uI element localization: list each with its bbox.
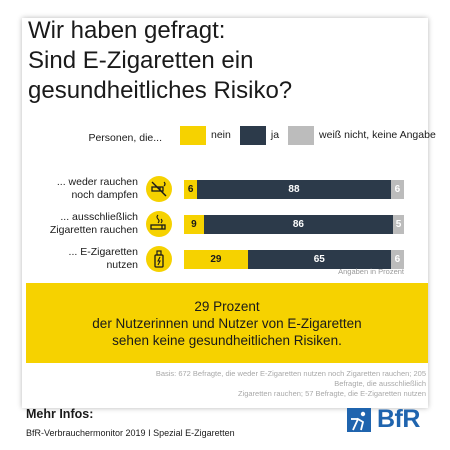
category-label-ecig-users: ... E-Zigaretten nutzen [26,246,138,271]
e-cigarette-icon [146,246,172,272]
bar-row-non-users: 6 88 6 [184,180,404,199]
category-label-line: ... weder rauchen [56,176,138,188]
callout-line-2: der Nutzerinnen und Nutzer von E-Zigaret… [92,315,362,331]
category-label-line: Zigaretten rauchen [49,223,138,236]
bar-value-label: 65 [313,254,325,265]
bar-segment-nein: 6 [184,180,198,199]
more-info-title: Mehr Infos: [26,407,94,421]
callout-line-3: sehen keine gesundheitlichen Risiken. [112,332,342,348]
category-label-line: ... E-Zigaretten [68,246,138,258]
legend-label-ja: ja [270,129,280,141]
legend-label-nein: nein [211,129,231,141]
callout-line-1: 29 Prozent [194,298,260,314]
page-title: Wir haben gefragt: Sind E-Zigaretten ein… [28,16,398,106]
bar-segment-ja: 65 [247,250,391,269]
title-line-1: Wir haben gefragt: [28,17,226,44]
legend-header: Personen, die... [88,132,162,144]
legend-swatch-weiss-nicht [288,125,315,145]
bar-segment-weiss-nicht: 5 [392,215,404,234]
category-label-smokers: ... ausschließlich Zigaretten rauchen [26,211,138,236]
bar-value-label: 6 [394,184,401,195]
title-line-2: Sind E-Zigaretten ein [28,47,254,74]
no-smoking-vaping-icon [146,176,172,202]
bar-segment-ja: 86 [203,215,393,234]
category-label-line: noch dampfen [71,188,138,201]
unit-note: Angaben in Prozent [338,267,404,276]
bfr-logo-text: BfR [377,405,420,433]
bfr-logo-mark-icon [347,407,371,432]
base-note-line-2: Zigaretten rauchen; 57 Befragte, die E-Z… [237,389,426,398]
base-note: Basis: 672 Befragte, die weder E-Zigaret… [130,369,426,399]
category-label-line: ... ausschließlich [60,211,138,223]
base-note-line-1: Basis: 672 Befragte, die weder E-Zigaret… [155,369,426,388]
title-line-3: gesundheitliches Risiko? [28,77,293,104]
bar-segment-weiss-nicht: 6 [390,180,404,199]
category-label-non-users: ... weder rauchen noch dampfen [26,176,138,201]
bar-value-label: 6 [394,254,401,265]
bar-row-ecig-users: 29 65 6 [184,250,404,269]
legend-item-weiss-nicht: weiß nicht, keine Angabe [288,125,436,145]
legend-swatch-ja [239,125,266,145]
bar-value-label: 6 [187,184,194,195]
bar-value-label: 5 [395,219,402,230]
category-label-line: nutzen [106,258,138,271]
cigarette-icon [146,211,172,237]
bar-segment-nein: 29 [184,250,248,269]
bar-value-label: 86 [292,219,304,230]
legend-item-nein: nein [180,125,231,145]
bar-row-smokers: 9 86 5 [184,215,404,234]
legend-swatch-nein [180,125,206,145]
bar-segment-ja: 88 [197,180,391,199]
bar-value-label: 88 [288,184,300,195]
bar-value-label: 29 [210,254,222,265]
legend-label-weiss-nicht: weiß nicht, keine Angabe [319,129,436,141]
key-finding-callout: 29 Prozent der Nutzerinnen und Nutzer vo… [26,283,428,363]
chart-legend: nein ja weiß nicht, keine Angabe [180,125,445,145]
source-text: BfR-Verbrauchermonitor 2019 I Spezial E-… [26,428,235,438]
bar-value-label: 9 [191,219,197,230]
bar-segment-nein: 9 [184,215,204,234]
bfr-logo: BfR [346,405,420,434]
bar-segment-weiss-nicht: 6 [390,250,404,269]
legend-item-ja: ja [239,125,280,145]
